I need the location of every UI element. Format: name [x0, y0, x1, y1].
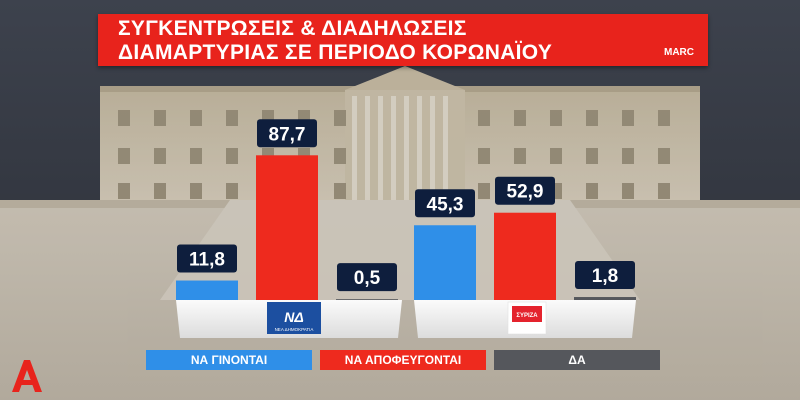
svg-text:ΝΔ: ΝΔ	[284, 309, 304, 325]
value-labels: 11,8 87,7 0,5 45,3 52,9 1,8	[177, 119, 635, 292]
value-label: 1,8	[592, 266, 618, 287]
value-label: 11,8	[189, 250, 225, 271]
building-column	[443, 96, 448, 200]
value-label: 87,7	[269, 124, 306, 145]
building-window	[154, 183, 166, 199]
legend-item-2: ΔΑ	[494, 350, 660, 370]
building-column	[378, 96, 383, 200]
building-window	[334, 110, 346, 126]
building-column	[404, 96, 409, 200]
value-label-box	[177, 244, 237, 273]
building-window	[658, 148, 670, 164]
building-window	[514, 148, 526, 164]
value-label-box	[495, 176, 555, 205]
building-window	[550, 110, 562, 126]
building-window	[622, 110, 634, 126]
value-label: 0,5	[354, 268, 381, 289]
building-window	[658, 183, 670, 199]
building-window	[118, 183, 130, 199]
building-window	[658, 110, 670, 126]
building-column	[352, 96, 357, 200]
alpha-channel-logo	[12, 360, 42, 392]
legend-item-0: ΝΑ ΓΙΝΟΝΤΑΙ	[146, 350, 312, 370]
source-label: MARC	[664, 47, 694, 58]
building-column	[417, 96, 422, 200]
building-window	[118, 110, 130, 126]
legend-item-1: ΝΑ ΑΠΟΦΕΥΓΟΝΤΑΙ	[320, 350, 486, 370]
building-column	[365, 96, 370, 200]
building-window	[190, 110, 202, 126]
building-column	[430, 96, 435, 200]
building-window	[226, 148, 238, 164]
building-window	[190, 148, 202, 164]
value-label-box	[415, 189, 475, 218]
building-window	[226, 110, 238, 126]
bar-1-2	[574, 297, 636, 300]
building-window	[334, 183, 346, 199]
building-window	[514, 110, 526, 126]
building-window	[154, 148, 166, 164]
building-window	[586, 183, 598, 199]
building-window	[478, 183, 490, 199]
nd-logo-text: ΝΕΑ ΔΗΜΟΚΡΑΤΙΑ	[275, 327, 314, 332]
building-window	[478, 148, 490, 164]
building-window	[190, 183, 202, 199]
building-window	[586, 110, 598, 126]
bars	[176, 155, 636, 300]
building-window	[622, 148, 634, 164]
building-window	[118, 148, 130, 164]
building-column	[391, 96, 396, 200]
value-label-box	[257, 119, 317, 148]
bar-1-0	[414, 225, 476, 300]
title-box: ΣΥΓΚΕΝΤΡΩΣΕΙΣ & ΔΙΑΔΗΛΩΣΕΙΣ ΔΙΑΜΑΡΤΥΡΙΑΣ…	[98, 14, 708, 66]
bar-0-2	[336, 299, 398, 300]
building-window	[550, 148, 562, 164]
bar-0-0	[176, 280, 238, 300]
value-label: 52,9	[507, 182, 544, 203]
building-window	[586, 148, 598, 164]
building-window	[154, 110, 166, 126]
bar-1-1	[494, 212, 556, 300]
title-line-2: ΔΙΑΜΑΡΤΥΡΙΑΣ ΣΕ ΠΕΡΙΟΔΟ ΚΟΡΩΝΑΪΟΥ	[118, 41, 553, 64]
title-line-1: ΣΥΓΚΕΝΤΡΩΣΕΙΣ & ΔΙΑΔΗΛΩΣΕΙΣ	[118, 17, 467, 40]
value-label: 45,3	[427, 194, 464, 215]
building-window	[226, 183, 238, 199]
nd-logo: ΝΔ ΝΕΑ ΔΗΜΟΚΡΑΤΙΑ	[267, 302, 321, 334]
bar-0-1	[256, 155, 318, 300]
building-window	[334, 148, 346, 164]
syriza-logo: ΣΥΡΙΖΑ	[507, 301, 547, 335]
value-label-box	[575, 261, 635, 290]
value-label-box	[337, 263, 397, 292]
syriza-logo-text: ΣΥΡΙΖΑ	[516, 313, 538, 319]
building-window	[622, 183, 634, 199]
building-window	[478, 110, 490, 126]
